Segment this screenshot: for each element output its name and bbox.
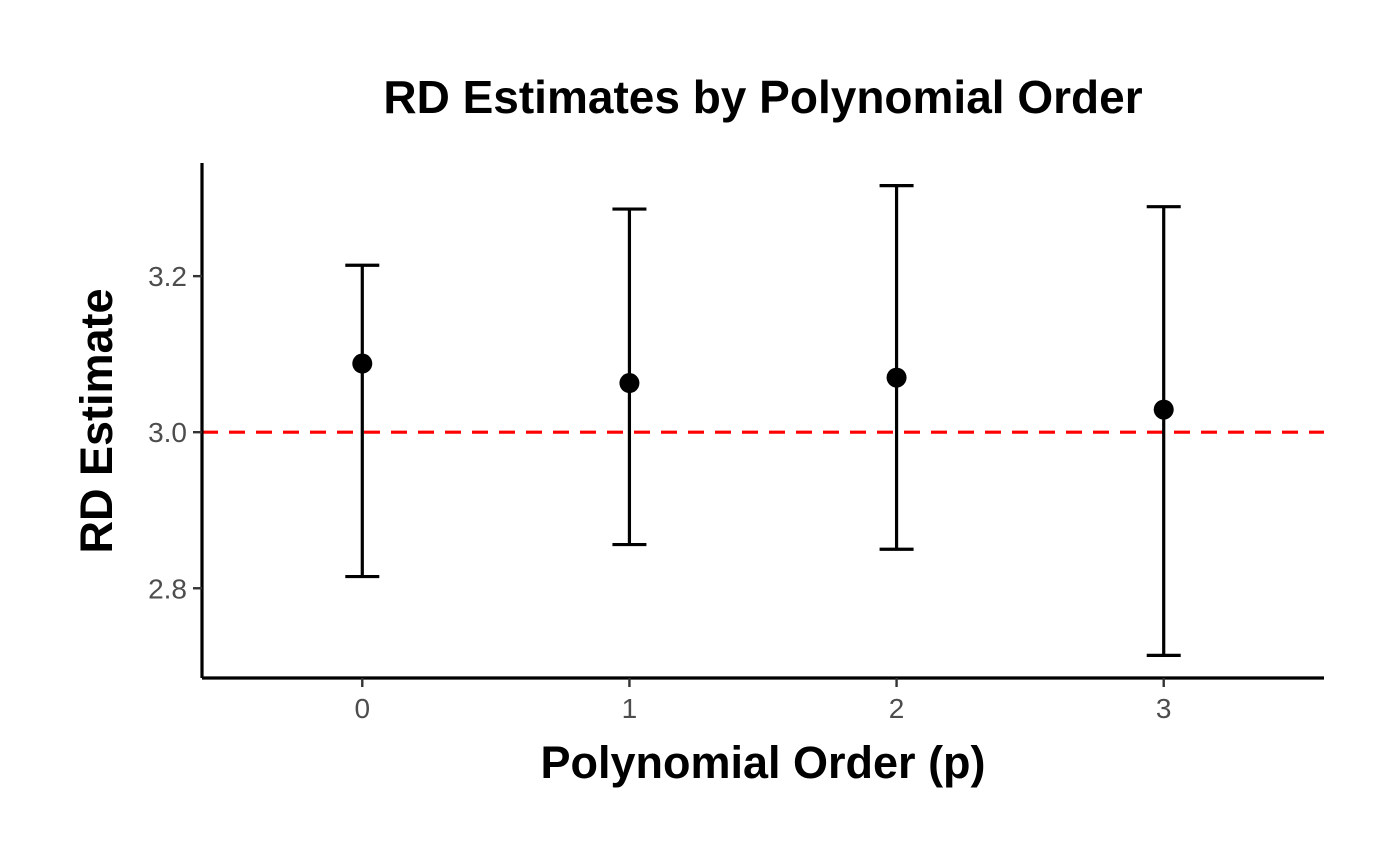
y-tick-label-2: 3.2: [148, 261, 187, 292]
x-tick-label-1: 1: [622, 693, 638, 724]
chart-title: RD Estimates by Polynomial Order: [383, 71, 1142, 123]
point-estimate-2: [886, 367, 907, 388]
y-tick-label-0: 2.8: [148, 573, 187, 604]
y-axis-title: RD Estimate: [71, 288, 122, 553]
point-estimate-1: [619, 373, 640, 394]
point-estimate-3: [1153, 399, 1174, 420]
x-tick-label-3: 3: [1156, 693, 1172, 724]
point-estimate-0: [352, 353, 373, 374]
y-tick-label-1: 3.0: [148, 417, 187, 448]
x-tick-label-2: 2: [889, 693, 905, 724]
x-tick-label-0: 0: [354, 693, 370, 724]
plot-area: 0 1 2 3 2.8 3.0 3.2: [148, 163, 1324, 724]
x-axis-title: Polynomial Order (p): [540, 737, 985, 788]
